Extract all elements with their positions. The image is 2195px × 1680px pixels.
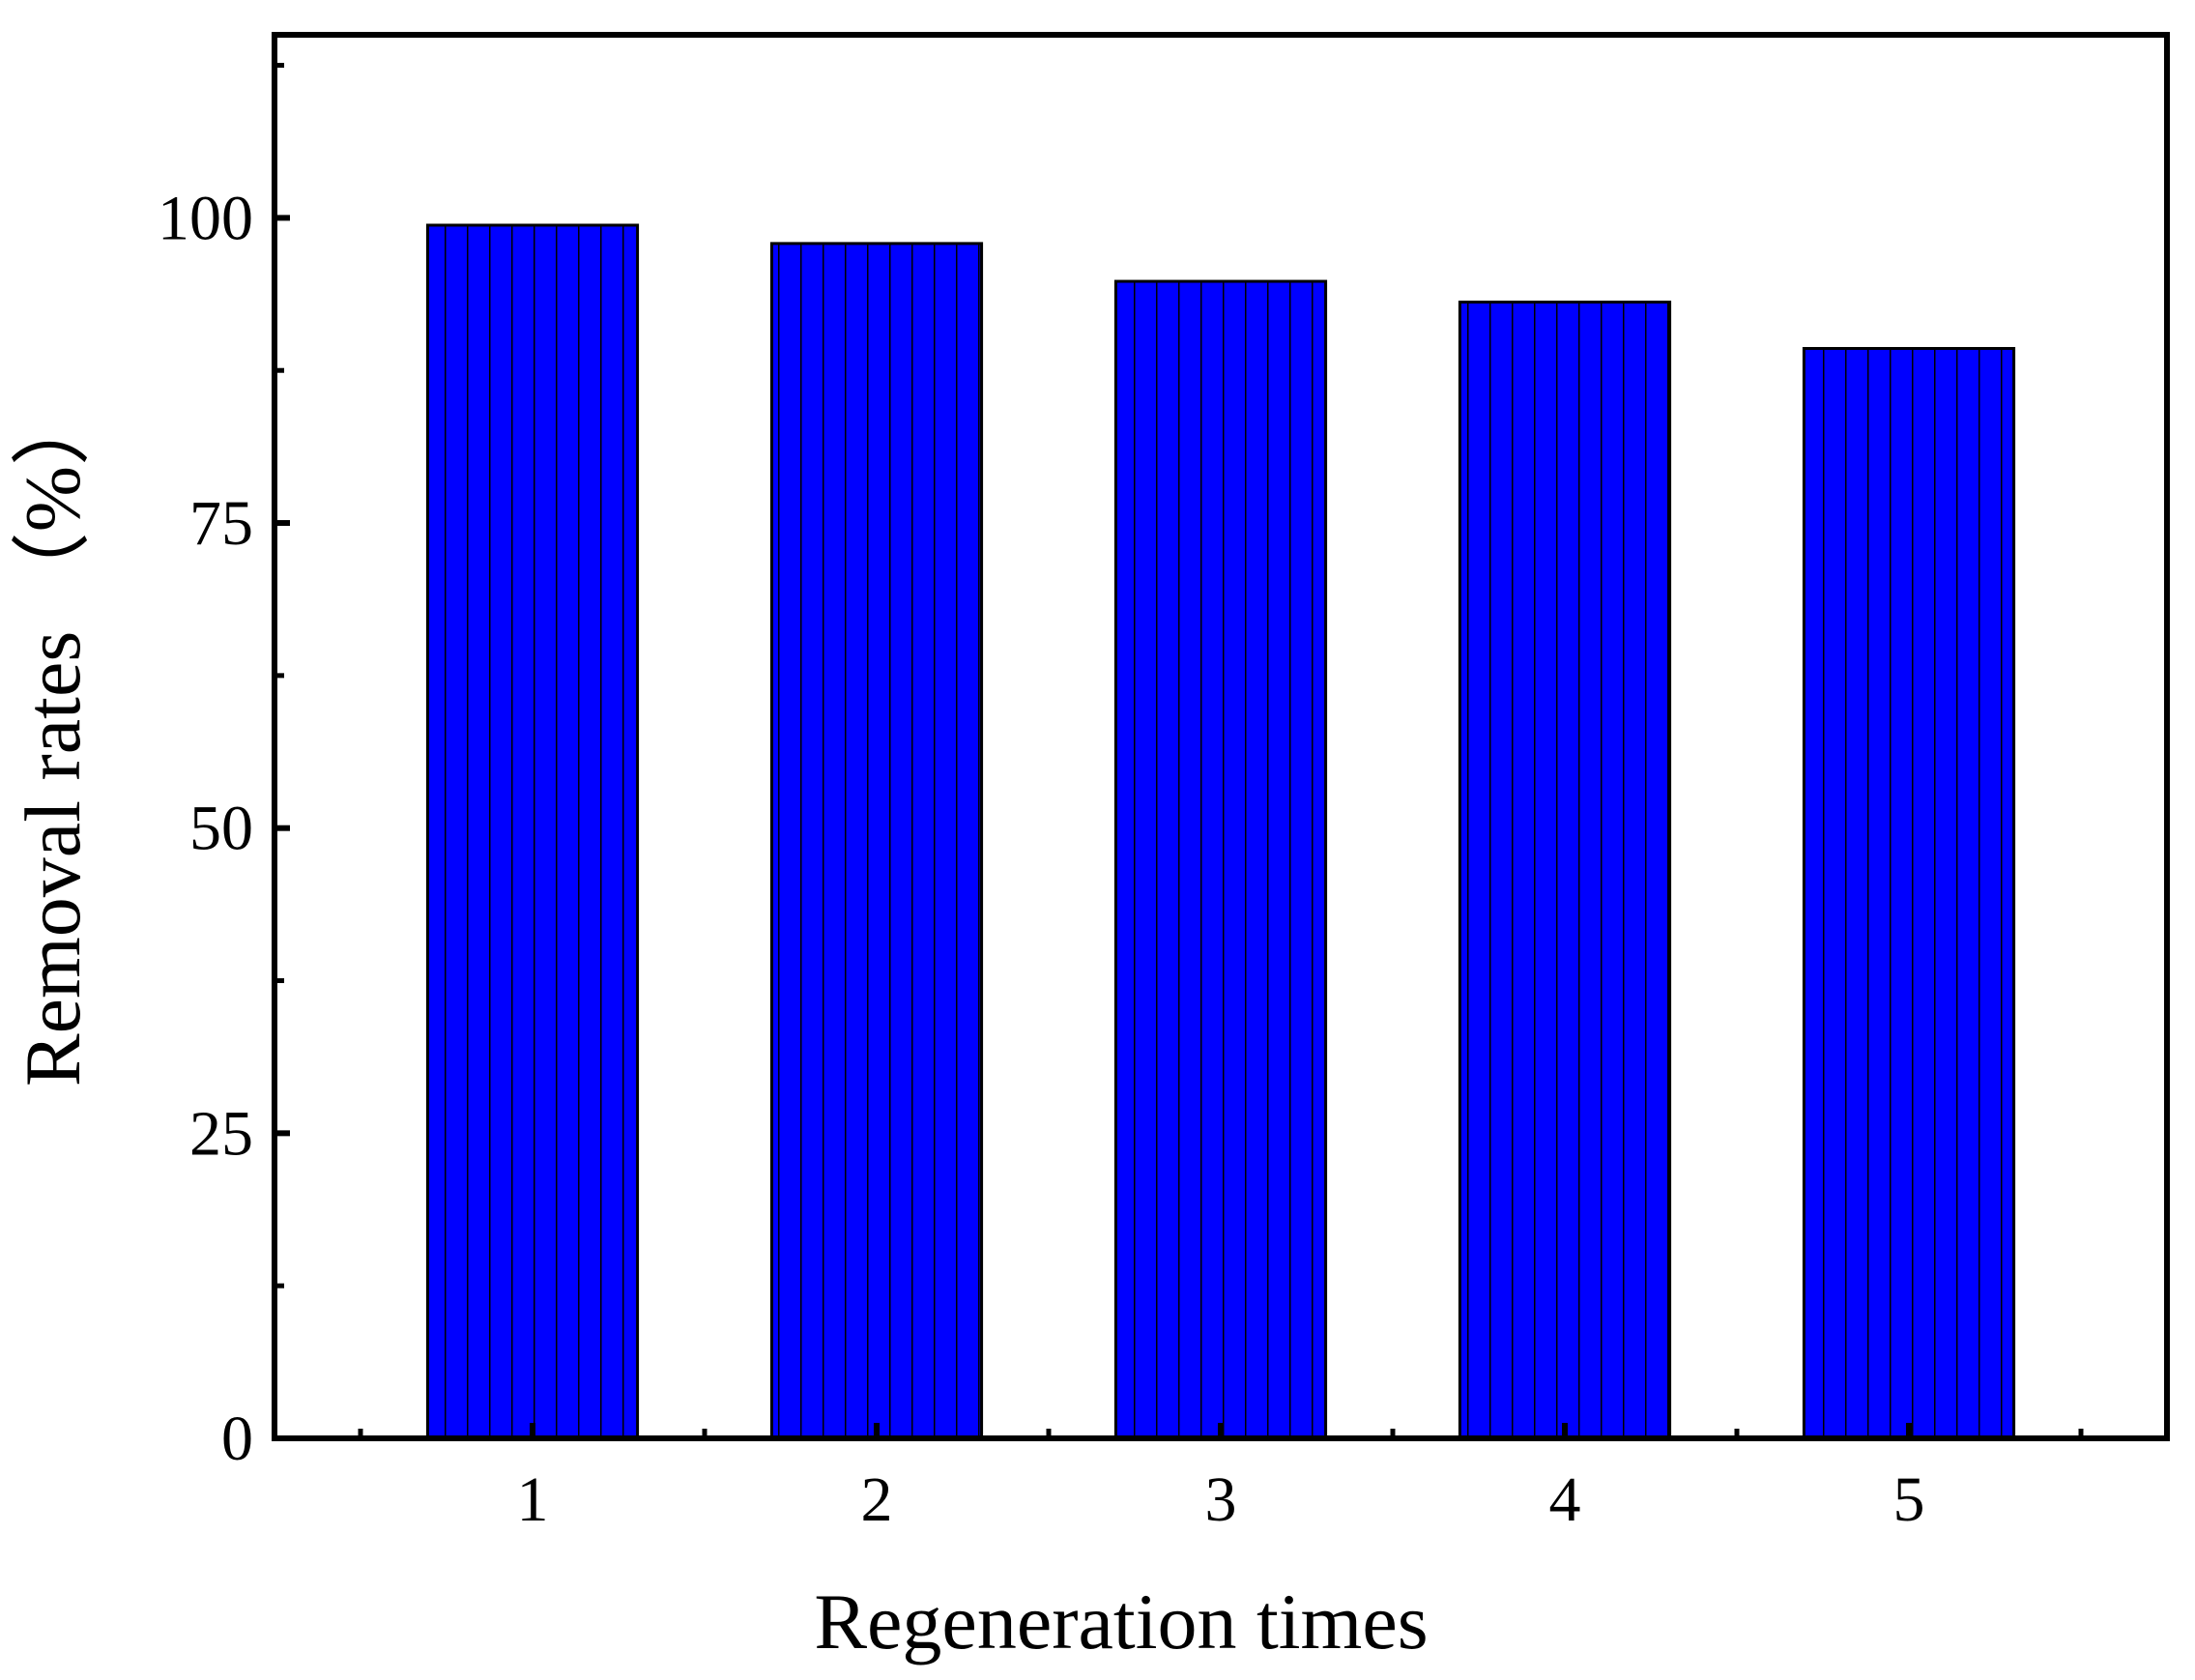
x-tick-label: 1 [517,1464,549,1535]
x-tick-label: 4 [1549,1464,1581,1535]
x-tick-label: 2 [861,1464,893,1535]
bar [425,223,640,1440]
y-tick-label: 100 [158,183,253,253]
bar [769,242,984,1440]
y-tick-label: 50 [189,794,253,864]
y-tick-label: 0 [221,1404,253,1474]
x-tick-label: 5 [1893,1464,1925,1535]
x-axis-title: Regeneration times [814,1578,1428,1666]
x-tick-label: 3 [1205,1464,1237,1535]
bar [1113,279,1328,1440]
bar [1458,301,1672,1440]
y-tick-label: 25 [189,1098,253,1169]
y-axis-title: Removal rates （%） [9,387,97,1086]
bar [1802,346,2016,1440]
y-tick-label: 75 [189,488,253,559]
